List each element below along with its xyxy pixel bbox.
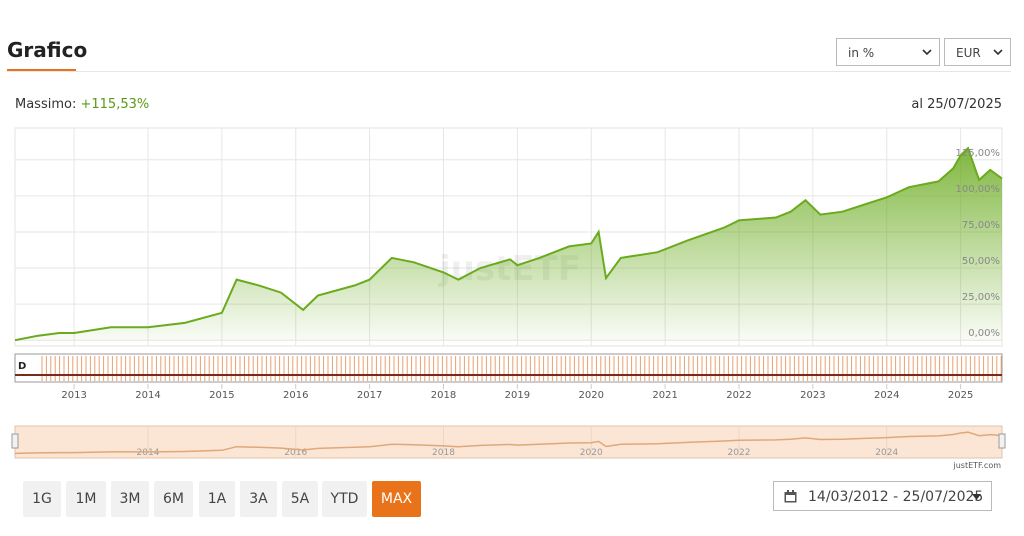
credit: justETF.com [953,461,1002,470]
header-rule [7,71,1011,72]
navigator-tick-label: 2020 [580,448,603,458]
navigator-tick-label: 2022 [728,448,751,458]
range-button[interactable]: 3M [111,481,149,517]
x-tick-label: 2024 [874,390,899,401]
x-tick-label: 2017 [357,390,382,401]
x-tick-label: 2018 [431,390,456,401]
y-tick-label: 50,00% [962,256,1000,267]
navigator-tick-label: 2018 [432,448,455,458]
max-summary: Massimo: +115,53% [15,97,149,112]
navigator-line [14,431,1003,455]
caret [972,494,981,500]
navigator-handle [998,433,1006,449]
calendar-icon [784,490,797,503]
y-tick-label: 75,00% [962,220,1000,231]
x-tick-label: 2025 [948,390,973,401]
range-button[interactable]: 1M [66,481,106,517]
x-tick-label: 2015 [209,390,234,401]
as-of-date: al 25/07/2025 [911,97,1002,112]
x-tick-label: 2013 [61,390,86,401]
title-underline [7,69,76,71]
unit-select-text: in % [848,46,875,60]
dividend-label: D [18,361,26,372]
range-button[interactable]: YTD [322,481,367,517]
date-range-text: 14/03/2012 - 25/07/2025 [808,489,984,505]
max-label: Massimo: [15,97,77,112]
range-button[interactable]: 1G [23,481,61,517]
x-tick-label: 2019 [505,390,530,401]
currency-select-text: EUR [956,46,981,60]
x-tick-label: 2023 [800,390,825,401]
navigator-window [14,425,1003,459]
navigator-tick-label: 2016 [284,448,307,458]
range-button[interactable]: 1A [199,481,235,517]
unit-select[interactable]: in % [836,38,940,66]
y-tick-label: 100,00% [956,184,1001,195]
range-button[interactable]: MAX [372,481,421,517]
x-tick-label: 2016 [283,390,308,401]
range-button[interactable]: 3A [240,481,277,517]
x-tick-label: 2014 [135,390,160,401]
x-tick-label: 2022 [726,390,751,401]
y-tick-label: 125,00% [956,148,1001,159]
currency-select[interactable]: EUR [944,38,1011,66]
line [14,146,1003,342]
date-range-button[interactable]: 14/03/2012 - 25/07/2025 [773,481,992,511]
navigator-tick-label: 2014 [137,448,160,458]
y-tick-label: 25,00% [962,292,1000,303]
navigator-handle [11,433,19,449]
y-tick-label: 0,00% [968,328,1000,339]
x-tick-label: 2020 [579,390,604,401]
range-button[interactable]: 6M [154,481,193,517]
max-value: +115,53% [80,97,150,112]
chevron [922,49,932,56]
section-title: Grafico [7,38,88,62]
navigator-tick-label: 2024 [875,448,898,458]
range-button[interactable]: 5A [282,481,318,517]
x-tick-label: 2021 [652,390,677,401]
chart: 2013 2014 2015 2016 2017 2018 2019 2020 2021 2022… [11,127,1006,470]
chevron [993,49,1003,56]
area-fill [15,148,1002,341]
